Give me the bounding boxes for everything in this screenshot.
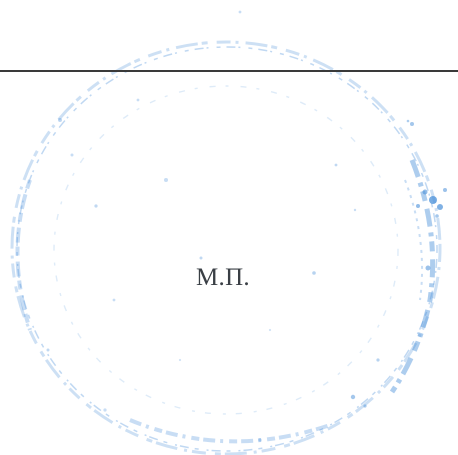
- signature-line: [0, 70, 458, 72]
- stamp-place-label: М.П.: [196, 264, 250, 291]
